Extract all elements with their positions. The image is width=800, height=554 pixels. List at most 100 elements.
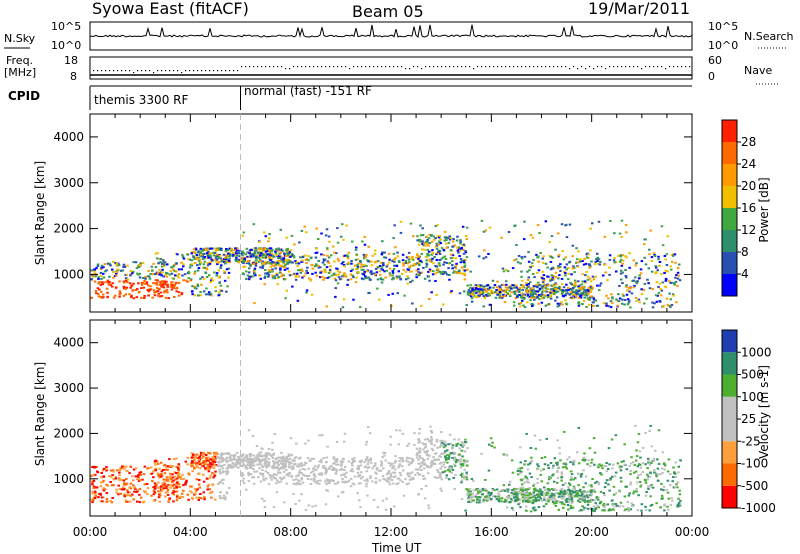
echo-cell bbox=[430, 259, 433, 262]
echo-cell bbox=[553, 502, 556, 505]
echo-cell bbox=[248, 262, 251, 265]
echo-cell bbox=[343, 469, 346, 471]
echo-cell bbox=[133, 486, 136, 489]
echo-cell bbox=[591, 301, 595, 304]
echo-cell bbox=[533, 298, 536, 301]
nave-dot bbox=[241, 66, 243, 68]
echo-cell bbox=[158, 500, 161, 503]
echo-cell bbox=[565, 302, 568, 305]
echo-cell bbox=[549, 288, 553, 291]
echo-cell bbox=[268, 233, 271, 236]
echo-cell bbox=[552, 501, 555, 504]
echo-cell bbox=[463, 461, 466, 464]
echo-cell bbox=[475, 493, 478, 496]
echo-cell bbox=[219, 481, 222, 483]
echo-cell bbox=[587, 459, 590, 462]
echo-cell bbox=[556, 305, 559, 308]
echo-cell bbox=[232, 253, 235, 256]
echo-cell bbox=[307, 255, 310, 258]
power-xticks bbox=[89, 114, 693, 312]
echo-cell bbox=[630, 505, 634, 507]
echo-cell bbox=[135, 296, 138, 299]
echo-cell bbox=[99, 283, 103, 286]
echo-cell bbox=[417, 257, 420, 260]
echo-cell bbox=[293, 256, 296, 259]
echo-cell bbox=[460, 259, 464, 262]
echo-cell bbox=[94, 494, 97, 497]
echo-cell bbox=[146, 493, 149, 495]
echo-cell bbox=[498, 494, 501, 497]
echo-cell bbox=[177, 463, 180, 466]
echo-cell bbox=[280, 264, 283, 267]
echo-cell bbox=[171, 473, 174, 476]
echo-cell bbox=[625, 284, 628, 287]
echo-cell bbox=[396, 477, 399, 480]
echo-cell bbox=[173, 490, 176, 493]
echo-cell bbox=[277, 257, 280, 259]
echo-cell bbox=[456, 272, 459, 275]
echo-cell bbox=[94, 490, 97, 493]
echo-cell bbox=[459, 444, 463, 446]
echo-cell bbox=[582, 263, 586, 266]
echo-cell bbox=[124, 293, 128, 296]
echo-cell bbox=[635, 490, 638, 493]
echo-cell bbox=[334, 472, 338, 475]
echo-cell bbox=[144, 275, 147, 278]
echo-cell bbox=[209, 474, 212, 477]
echo-cell bbox=[474, 295, 477, 298]
echo-cell bbox=[604, 503, 607, 506]
echo-cell bbox=[215, 451, 218, 454]
echo-cell bbox=[259, 277, 262, 280]
echo-cell bbox=[482, 257, 485, 260]
echo-cell bbox=[311, 470, 315, 473]
echo-cell bbox=[641, 471, 645, 473]
echo-cell bbox=[120, 488, 124, 491]
echo-cell bbox=[620, 236, 623, 238]
echo-cell bbox=[397, 276, 401, 279]
echo-cell bbox=[649, 229, 652, 232]
echo-cell bbox=[193, 456, 196, 459]
echo-cell bbox=[282, 465, 285, 468]
echo-cell bbox=[349, 485, 353, 488]
echo-cell bbox=[533, 506, 536, 509]
echo-cell bbox=[121, 465, 124, 468]
echo-cell bbox=[177, 276, 180, 279]
nave-dot bbox=[393, 66, 395, 68]
echo-cell bbox=[569, 470, 573, 473]
echo-cell bbox=[381, 456, 384, 459]
echo-cell bbox=[442, 303, 445, 306]
nave-dot bbox=[253, 66, 255, 68]
echo-cell bbox=[669, 282, 672, 284]
nave-dot bbox=[497, 66, 499, 68]
echo-cell bbox=[249, 264, 252, 267]
echo-cell bbox=[119, 292, 122, 295]
echo-cell bbox=[504, 500, 508, 503]
echo-cell bbox=[279, 476, 282, 479]
echo-cell bbox=[447, 443, 450, 446]
echo-cell bbox=[541, 291, 544, 294]
echo-cell bbox=[612, 259, 616, 262]
echo-cell bbox=[605, 294, 608, 297]
echo-cell bbox=[426, 242, 429, 245]
echo-cell bbox=[646, 467, 649, 470]
echo-cell bbox=[648, 253, 651, 256]
echo-cell bbox=[468, 488, 472, 490]
echo-cell bbox=[557, 508, 560, 511]
echo-cell bbox=[227, 252, 230, 255]
echo-cell bbox=[169, 285, 173, 288]
echo-cell bbox=[550, 492, 554, 495]
echo-cell bbox=[126, 264, 129, 267]
echo-cell bbox=[173, 471, 176, 474]
echo-cell bbox=[193, 487, 197, 490]
echo-cell bbox=[222, 494, 226, 497]
echo-cell bbox=[425, 235, 428, 238]
echo-cell bbox=[435, 438, 439, 441]
echo-cell bbox=[552, 480, 556, 483]
echo-cell bbox=[591, 509, 595, 512]
echo-cell bbox=[181, 274, 184, 277]
echo-cell bbox=[187, 277, 190, 280]
echo-cell bbox=[619, 467, 622, 470]
echo-cell bbox=[557, 492, 561, 495]
echo-cell bbox=[112, 271, 115, 273]
echo-cell bbox=[490, 498, 493, 500]
